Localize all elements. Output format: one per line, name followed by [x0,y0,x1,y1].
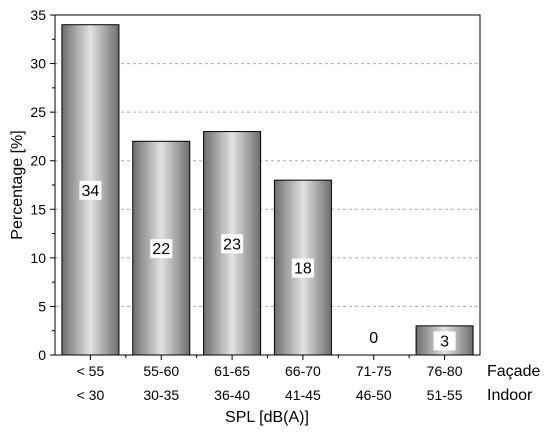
data-label-bg [433,331,456,351]
x-tick-label-facade: 71-75 [356,363,392,379]
x-tick-label-facade: 55-60 [143,363,179,379]
y-axis-title: Percentage [%] [9,130,26,239]
x-tick-label-indoor: 46-50 [356,387,392,403]
data-label: 34 [82,183,100,200]
data-label: 3 [440,333,449,350]
row1-label: Façade [487,363,540,380]
y-tick-label: 15 [30,201,46,217]
x-tick-label-facade: 76-80 [427,363,463,379]
x-axis-ticks: < 55 < 30 55-60 30-35 61-65 36-40 66-70 41-45 71… [77,355,463,403]
grid-lines [55,63,480,307]
x-axis-title: SPL [dB(A)] [225,409,309,426]
x-tick-label-indoor: 51-55 [427,387,463,403]
y-tick-label: 20 [30,153,46,169]
data-label-bg [221,234,244,254]
x-tick-label-indoor: 41-45 [285,387,321,403]
data-label-bg [79,180,102,200]
y-tick-label: 30 [30,56,46,72]
x-tick-label-indoor: < 30 [77,387,105,403]
data-label: 23 [223,236,241,253]
y-axis-ticks: 0 5 10 15 20 25 30 35 [30,7,55,363]
data-label-bg [291,258,314,278]
data-label: 22 [152,241,170,258]
y-tick-label: 35 [30,7,46,23]
data-label: 0 [369,330,378,347]
data-label-bg [150,239,173,259]
x-tick-label-facade: < 55 [77,363,105,379]
row2-label: Indoor [487,387,533,404]
bars [61,24,474,356]
y-tick-label: 10 [30,250,46,266]
data-labels: 34 22 23 18 0 3 [79,180,456,351]
x-tick-label-indoor: 30-35 [143,387,179,403]
y-tick-label: 25 [30,104,46,120]
x-tick-label-facade: 61-65 [214,363,250,379]
y-tick-label: 5 [38,298,46,314]
x-tick-label-facade: 66-70 [285,363,321,379]
x-tick-label-indoor: 36-40 [214,387,250,403]
data-label: 18 [294,261,312,278]
y-tick-label: 0 [38,347,46,363]
